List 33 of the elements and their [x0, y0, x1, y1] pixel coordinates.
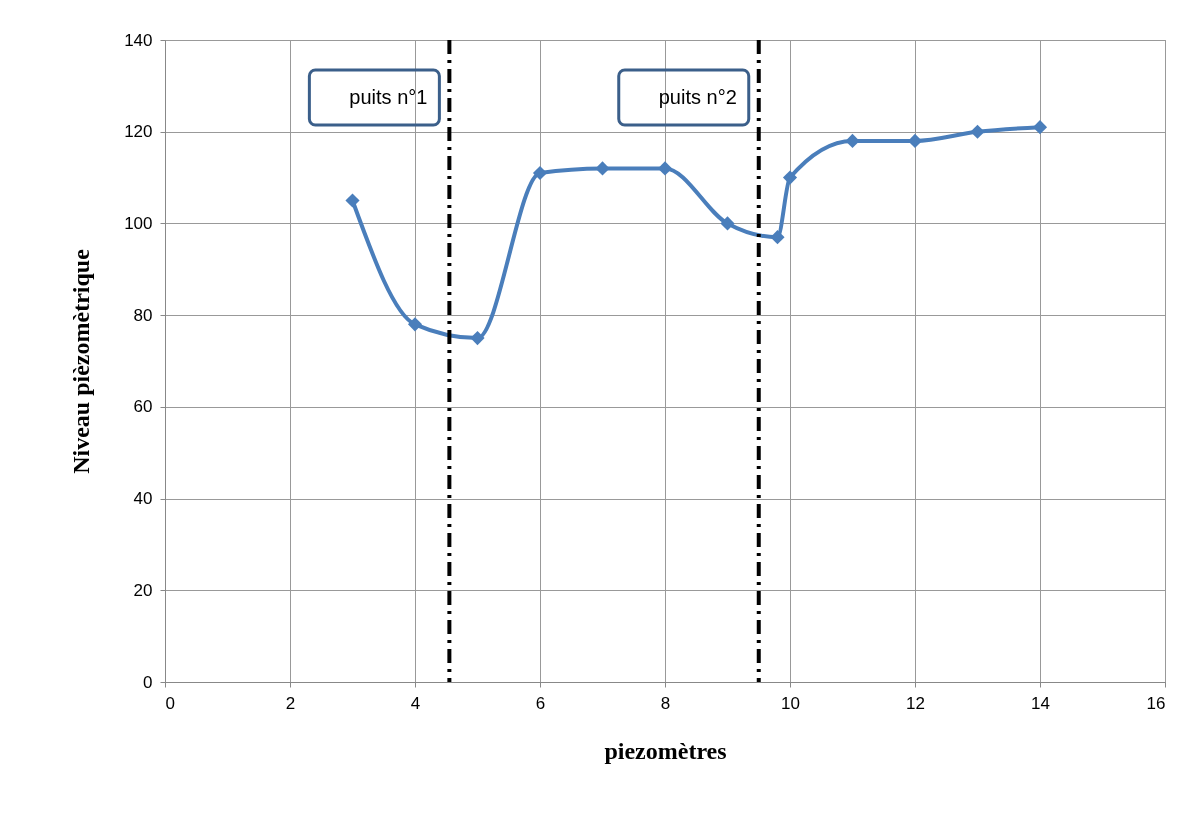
x-tick-label: 4 — [410, 693, 421, 713]
y-tick-label: 100 — [124, 213, 153, 233]
point — [595, 161, 610, 176]
x-tick-label: 12 — [906, 693, 925, 713]
x-tick-label: 10 — [781, 693, 800, 713]
y-tick-label: 140 — [124, 30, 153, 50]
point — [970, 124, 985, 139]
y-tick-label: 80 — [133, 305, 153, 325]
point — [345, 193, 360, 208]
x-tick-label: 8 — [660, 693, 671, 713]
point — [470, 331, 485, 346]
ref-line-label: puits n°1 — [349, 86, 428, 108]
x-tick-label: 6 — [535, 693, 546, 713]
y-axis-title: Niveau pièzomètrique — [68, 248, 95, 474]
point — [657, 161, 673, 176]
point — [845, 133, 860, 148]
x-tick-label: 14 — [1031, 693, 1050, 713]
point — [407, 317, 423, 332]
point — [720, 216, 735, 231]
point — [1032, 120, 1048, 135]
y-tick-label: 0 — [143, 672, 153, 692]
x-tick-label: 2 — [285, 693, 296, 713]
point — [770, 230, 785, 245]
y-tick-label: 40 — [133, 489, 153, 509]
x-tick-label: 16 — [1146, 693, 1166, 713]
y-tick-label: 20 — [133, 580, 153, 600]
y-tick-label: 60 — [133, 397, 153, 417]
point — [532, 165, 548, 181]
x-axis-title: piezomètres — [604, 737, 727, 764]
y-tick-label: 120 — [124, 122, 153, 142]
point — [782, 170, 798, 185]
ref-line-label: puits n°2 — [658, 86, 737, 108]
x-tick-label: 0 — [165, 693, 175, 713]
